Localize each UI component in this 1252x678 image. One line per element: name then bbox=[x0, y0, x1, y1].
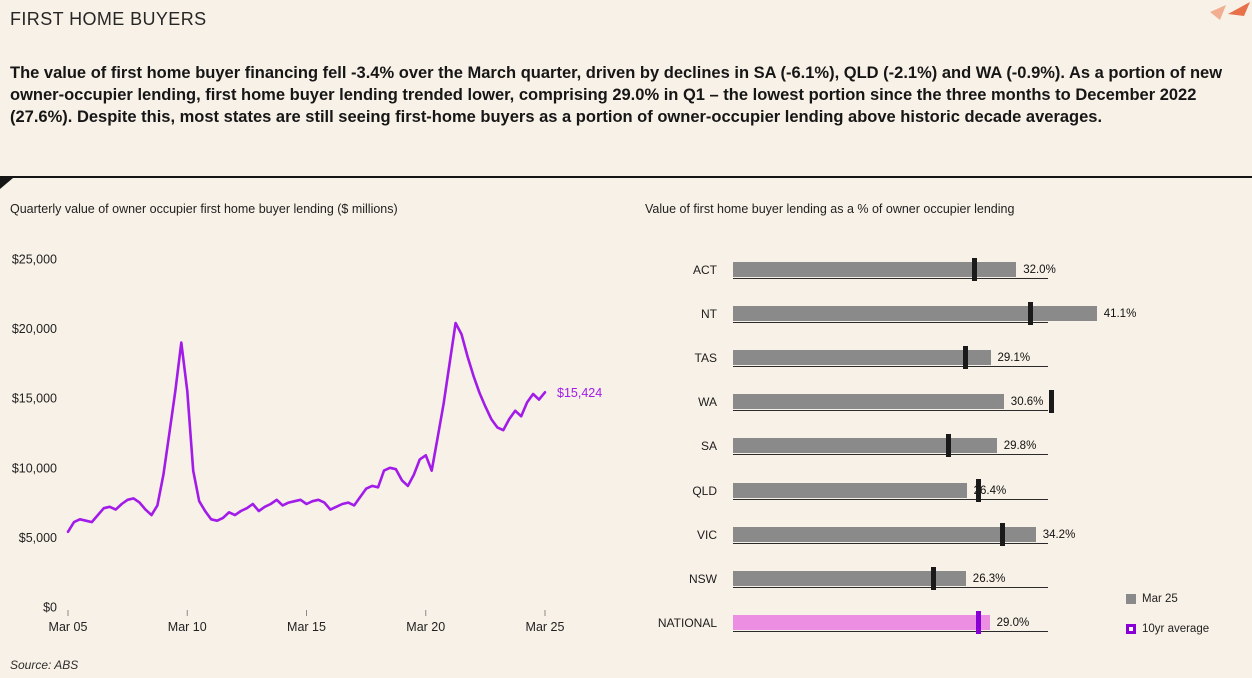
row-baseline bbox=[733, 410, 1048, 411]
value-label: 29.1% bbox=[997, 352, 1031, 364]
x-tick-label: Mar 05 bbox=[49, 620, 88, 634]
bar-row-national: NATIONAL 29.0% bbox=[633, 601, 1233, 645]
bar-row-qld: QLD 26.4% bbox=[633, 469, 1233, 513]
x-tick-label: Mar 10 bbox=[168, 620, 207, 634]
bar-chart-title: Value of first home buyer lending as a %… bbox=[645, 202, 1015, 216]
category-label: NT bbox=[701, 307, 717, 321]
bar-row-wa: WA 30.6% bbox=[633, 380, 1233, 424]
ten-year-average-marker bbox=[972, 258, 978, 281]
value-label: 32.0% bbox=[1023, 264, 1056, 276]
value-bar bbox=[733, 306, 1097, 321]
legend-label-mar25: Mar 25 bbox=[1142, 593, 1178, 605]
row-baseline bbox=[733, 587, 1048, 588]
bar-row-act: ACT 32.0% bbox=[633, 248, 1233, 292]
y-tick-label: $5,000 bbox=[19, 531, 57, 545]
line-chart-title: Quarterly value of owner occupier first … bbox=[10, 202, 398, 216]
ten-year-average-marker bbox=[1000, 523, 1006, 546]
category-label: TAS bbox=[694, 351, 717, 365]
x-tick-label: Mar 15 bbox=[287, 620, 326, 634]
row-baseline bbox=[733, 278, 1048, 279]
value-bar bbox=[733, 571, 966, 586]
bar-row-vic: VIC 34.2% bbox=[633, 513, 1233, 557]
ten-year-average-marker bbox=[963, 346, 969, 369]
decorative-arrows-icon bbox=[1210, 2, 1250, 20]
line-chart: $0 $5,000 $10,000 $15,000 $20,000 $25,000 Mar … bbox=[12, 253, 602, 635]
bar-row-nt: NT 41.1% bbox=[633, 292, 1233, 336]
y-tick-label: $15,000 bbox=[12, 392, 57, 406]
bar-row-sa: SA 29.8% bbox=[633, 424, 1233, 468]
value-bar bbox=[733, 527, 1036, 542]
y-tick-label: $10,000 bbox=[12, 461, 57, 475]
ten-year-average-marker bbox=[975, 611, 981, 634]
value-label: 30.6% bbox=[1010, 396, 1044, 408]
row-baseline bbox=[733, 454, 1048, 455]
row-baseline bbox=[733, 322, 1048, 323]
bar-chart: ACT 32.0% NT 41.1% TAS 29.1% WA 30.6% SA 29.8% QLD… bbox=[633, 248, 1233, 648]
value-bar bbox=[733, 394, 1004, 409]
bar-row-tas: TAS 29.1% bbox=[633, 336, 1233, 380]
ten-year-average-marker bbox=[975, 479, 981, 502]
legend-label-10yr-average: 10yr average bbox=[1142, 623, 1210, 635]
ten-year-average-marker bbox=[1049, 390, 1055, 413]
value-bar bbox=[733, 438, 997, 453]
category-label: NSW bbox=[689, 572, 717, 586]
category-label: NATIONAL bbox=[657, 616, 717, 630]
bar-row-nsw: NSW 26.3% bbox=[633, 557, 1233, 601]
category-label: QLD bbox=[692, 484, 717, 498]
mar25-swatch-icon bbox=[1126, 594, 1136, 604]
legend-item-10yr-average: 10yr average bbox=[1126, 621, 1209, 637]
value-bar bbox=[733, 615, 990, 630]
legend-item-mar25: Mar 25 bbox=[1126, 591, 1209, 607]
x-tick-label: Mar 20 bbox=[406, 620, 445, 634]
ten-year-average-swatch-icon bbox=[1126, 624, 1136, 634]
section-divider bbox=[0, 176, 1252, 178]
value-bar bbox=[733, 483, 967, 498]
row-baseline bbox=[733, 543, 1048, 544]
value-bar bbox=[733, 350, 991, 365]
value-label: 34.2% bbox=[1042, 529, 1076, 541]
category-label: WA bbox=[698, 395, 717, 409]
value-bar bbox=[733, 262, 1017, 277]
fhb-lending-line bbox=[66, 321, 547, 534]
y-tick-label: $20,000 bbox=[12, 322, 57, 336]
ten-year-average-marker bbox=[945, 434, 951, 457]
divider-arrow-icon bbox=[0, 178, 13, 189]
ten-year-average-marker bbox=[1027, 302, 1033, 325]
row-baseline bbox=[733, 631, 1048, 632]
category-label: ACT bbox=[693, 263, 717, 277]
line-end-value-label: $15,424 bbox=[557, 386, 602, 400]
page-title: FIRST HOME BUYERS bbox=[10, 9, 207, 29]
y-tick-label: $0 bbox=[43, 601, 57, 615]
x-tick-label: Mar 25 bbox=[526, 620, 565, 634]
value-label: 41.1% bbox=[1103, 308, 1137, 320]
summary-text: The value of first home buyer financing … bbox=[10, 64, 1223, 126]
value-label: 29.0% bbox=[996, 617, 1030, 629]
chart-legend: Mar 25 10yr average bbox=[1126, 591, 1209, 651]
row-baseline bbox=[733, 499, 1048, 500]
ten-year-average-marker bbox=[930, 567, 936, 590]
value-label: 26.3% bbox=[972, 573, 1006, 585]
category-label: VIC bbox=[696, 528, 717, 542]
row-baseline bbox=[733, 366, 1048, 367]
y-tick-label: $25,000 bbox=[12, 253, 57, 267]
value-label: 26.4% bbox=[973, 485, 1007, 497]
source-note: Source: ABS bbox=[10, 658, 79, 672]
value-label: 29.8% bbox=[1003, 440, 1037, 452]
category-label: SA bbox=[700, 439, 717, 453]
